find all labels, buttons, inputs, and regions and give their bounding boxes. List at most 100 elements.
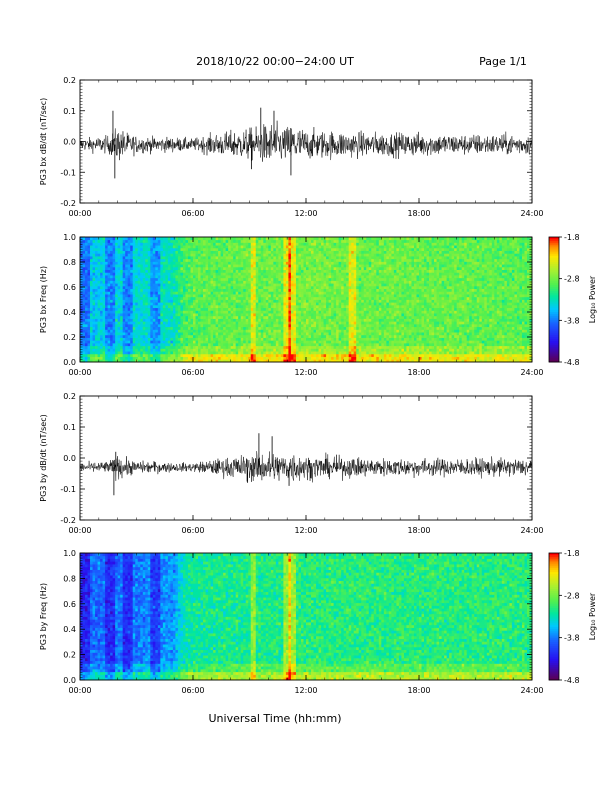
spectrogram-cell	[213, 296, 216, 300]
spectrogram-cell	[170, 313, 174, 317]
spectrogram-cell	[157, 315, 161, 319]
spectrogram-cell	[152, 285, 156, 290]
spectrogram-cell	[157, 253, 161, 257]
spectrogram-cell	[225, 326, 229, 330]
spectrogram-cell	[230, 315, 234, 319]
spectrogram-cell	[215, 272, 219, 276]
spectrogram-cell	[135, 245, 139, 249]
spectrogram-cell	[298, 356, 302, 360]
spectrogram-cell	[318, 288, 322, 292]
spectrogram-cell	[333, 261, 337, 265]
spectrogram-cell	[167, 237, 171, 241]
spectrogram-cell	[105, 337, 109, 341]
spectrogram-cell	[157, 239, 161, 243]
spectrogram-cell	[273, 332, 277, 336]
spectrogram-cell	[177, 318, 181, 322]
spectrogram-cell	[293, 313, 297, 317]
spectrogram-cell	[175, 237, 179, 241]
spectrogram-cell	[333, 269, 337, 273]
spectrogram-cell	[102, 285, 106, 290]
spectrogram-cell	[233, 345, 237, 349]
spectrogram-cell	[102, 294, 106, 298]
spectrogram-cell	[220, 239, 224, 243]
spectrogram-cell	[162, 334, 166, 338]
spectrogram-cell	[268, 321, 272, 325]
spectrogram-cell	[122, 353, 126, 357]
spectrogram-cell	[117, 253, 121, 257]
spectrogram-cell	[85, 345, 88, 349]
spectrogram-cell	[82, 353, 86, 357]
spectrogram-cell	[328, 285, 332, 290]
spectrogram-cell	[278, 266, 282, 271]
spectrogram-cell	[230, 288, 234, 292]
spectrogram-cell	[142, 280, 146, 284]
spectrogram-cell	[230, 277, 234, 281]
spectrogram-cell	[195, 291, 199, 295]
spectrogram-cell	[167, 269, 171, 273]
spectrogram-cell	[223, 256, 227, 260]
spectrogram-cell	[293, 334, 297, 338]
spectrogram-cell	[280, 332, 284, 336]
spectrogram-cell	[263, 334, 267, 338]
spectrogram-cell	[295, 315, 299, 319]
spectrogram-cell	[147, 318, 151, 322]
spectrogram-cell	[170, 253, 174, 257]
spectrogram-cell	[127, 337, 131, 341]
spectrogram-cell	[105, 256, 109, 260]
spectrogram-cell	[195, 261, 199, 265]
spectrogram-cell	[326, 250, 329, 254]
spectrogram-cell	[331, 359, 335, 363]
spectrogram-cell	[223, 250, 227, 254]
spectrogram-cell	[205, 307, 209, 311]
spectrogram-cell	[230, 326, 234, 330]
spectrogram-cell	[165, 256, 169, 260]
spectrogram-cell	[311, 245, 314, 249]
spectrogram-cell	[198, 337, 201, 341]
spectrogram-cell	[238, 261, 242, 265]
spectrogram-cell	[170, 353, 174, 357]
spectrogram-cell	[162, 304, 166, 309]
spectrogram-cell	[326, 302, 329, 306]
spectrogram-cell	[172, 264, 176, 268]
spectrogram-cell	[293, 239, 297, 243]
spectrogram-cell	[218, 323, 222, 328]
spectrogram-cell	[240, 296, 244, 300]
spectrogram-cell	[240, 266, 244, 271]
spectrogram-cell	[97, 329, 101, 333]
spectrogram-cell	[213, 261, 216, 265]
spectrogram-cell	[240, 291, 244, 295]
spectrogram-cell	[130, 359, 134, 363]
spectrogram-cell	[223, 329, 227, 333]
spectrogram-cell	[270, 356, 274, 360]
spectrogram-cell	[137, 345, 141, 349]
spectrogram-cell	[127, 318, 131, 322]
spectrogram-cell	[170, 275, 174, 279]
spectrogram-cell	[318, 294, 322, 298]
spectrogram-cell	[225, 334, 229, 338]
spectrogram-cell	[306, 340, 309, 344]
spectrogram-cell	[132, 266, 136, 271]
spectrogram-cell	[285, 272, 289, 276]
spectrogram-cell	[213, 264, 216, 268]
spectrogram-cell	[326, 247, 329, 251]
spectrogram-cell	[316, 318, 319, 322]
spectrogram-cell	[157, 242, 161, 246]
spectrogram-cell	[328, 359, 332, 363]
spectrogram-cell	[263, 310, 267, 314]
spectrogram-cell	[270, 353, 274, 357]
spectrogram-cell	[338, 307, 342, 311]
spectrogram-cell	[85, 272, 88, 276]
spectrogram-cell	[321, 318, 324, 322]
spectrogram-cell	[230, 261, 234, 265]
spectrogram-cell	[245, 283, 249, 287]
spectrogram-cell	[248, 245, 252, 249]
spectrogram-cell	[172, 258, 176, 262]
spectrogram-cell	[220, 351, 224, 355]
spectrogram-cell	[190, 337, 194, 341]
spectrogram-cell	[326, 258, 329, 262]
spectrogram-cell	[208, 291, 211, 295]
spectrogram-cell	[122, 266, 126, 271]
spectrogram-cell	[225, 321, 229, 325]
spectrogram-cell	[142, 302, 146, 306]
spectrogram-cell	[235, 356, 239, 360]
